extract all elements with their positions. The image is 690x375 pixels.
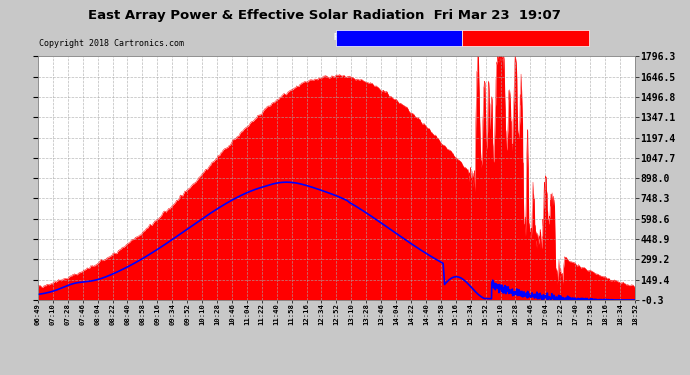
Text: East Array  (DC Watts): East Array (DC Watts) bbox=[471, 33, 580, 42]
Text: Copyright 2018 Cartronics.com: Copyright 2018 Cartronics.com bbox=[39, 39, 184, 48]
Text: Radiation (Effective w/m2): Radiation (Effective w/m2) bbox=[334, 33, 464, 42]
Text: East Array Power & Effective Solar Radiation  Fri Mar 23  19:07: East Array Power & Effective Solar Radia… bbox=[88, 9, 561, 22]
